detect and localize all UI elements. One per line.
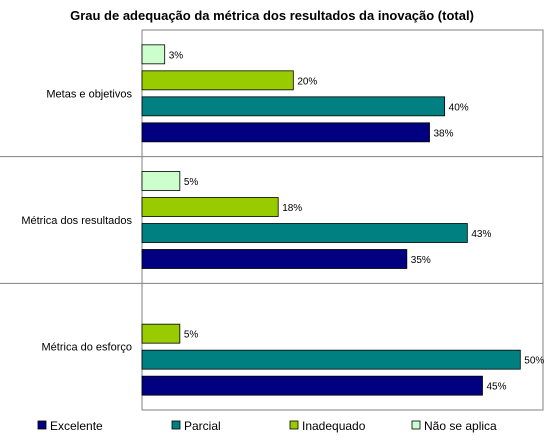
legend-label-excelente: Excelente [50, 419, 103, 433]
legend-swatch-inadequado [289, 420, 299, 430]
legend-label-inadequado: Inadequado [302, 419, 366, 433]
data-label-nao-se-aplica-metrica-dos-resultados: 5% [184, 177, 199, 188]
legend: Excelente Parcial Inadequado Não se aplica [37, 419, 497, 433]
bar-excelente-metrica-do-esforco [141, 375, 483, 396]
category-label-metrica-dos-resultados: Métrica dos resultados [21, 215, 132, 227]
data-label-excelente-metrica-do-esforco: 45% [486, 382, 506, 393]
bar-parcial-metrica-dos-resultados [141, 223, 468, 243]
plot-area: Metas e objetivos 3% 20% 40% 38% Métrica dos … [0, 29, 544, 411]
bar-parcial-metas-e-objetivos [141, 96, 446, 117]
data-label-parcial-metrica-dos-resultados: 43% [471, 229, 491, 240]
bar-nao-se-aplica-metrica-dos-resultados [141, 171, 181, 191]
bar-inadequado-metrica-dos-resultados [141, 197, 279, 217]
bar-inadequado-metas-e-objetivos [141, 70, 294, 91]
legend-label-parcial: Parcial [184, 419, 221, 433]
legend-swatch-excelente [37, 420, 47, 430]
bar-excelente-metas-e-objetivos [141, 122, 430, 143]
chart-title: Grau de adequação da métrica dos resulta… [70, 8, 474, 23]
data-label-parcial-metas-e-objetivos: 40% [449, 102, 469, 113]
data-label-inadequado-metas-e-objetivos: 20% [297, 76, 317, 87]
data-label-nao-se-aplica-metas-e-objetivos: 3% [169, 50, 184, 61]
bar-inadequado-metrica-do-esforco [141, 323, 181, 344]
data-label-inadequado-metrica-do-esforco: 5% [184, 330, 199, 341]
bar-nao-se-aplica-metas-e-objetivos [141, 44, 166, 65]
bar-parcial-metrica-do-esforco [141, 349, 521, 370]
bar-excelente-metrica-dos-resultados [141, 249, 408, 269]
category-label-metas-e-objetivos: Metas e objetivos [46, 88, 132, 100]
legend-swatch-nao-se-aplica [411, 420, 421, 430]
legend-swatch-parcial [171, 420, 181, 430]
legend-label-nao-se-aplica: Não se aplica [424, 419, 497, 433]
category-label-metrica-do-esforco: Métrica do esforço [42, 342, 132, 354]
data-label-excelente-metrica-dos-resultados: 35% [411, 255, 431, 266]
plot-frame [141, 29, 544, 411]
data-label-excelente-metas-e-objetivos: 38% [434, 128, 454, 139]
data-label-inadequado-metrica-dos-resultados: 18% [282, 203, 302, 214]
data-label-parcial-metrica-do-esforco: 50% [524, 356, 544, 367]
